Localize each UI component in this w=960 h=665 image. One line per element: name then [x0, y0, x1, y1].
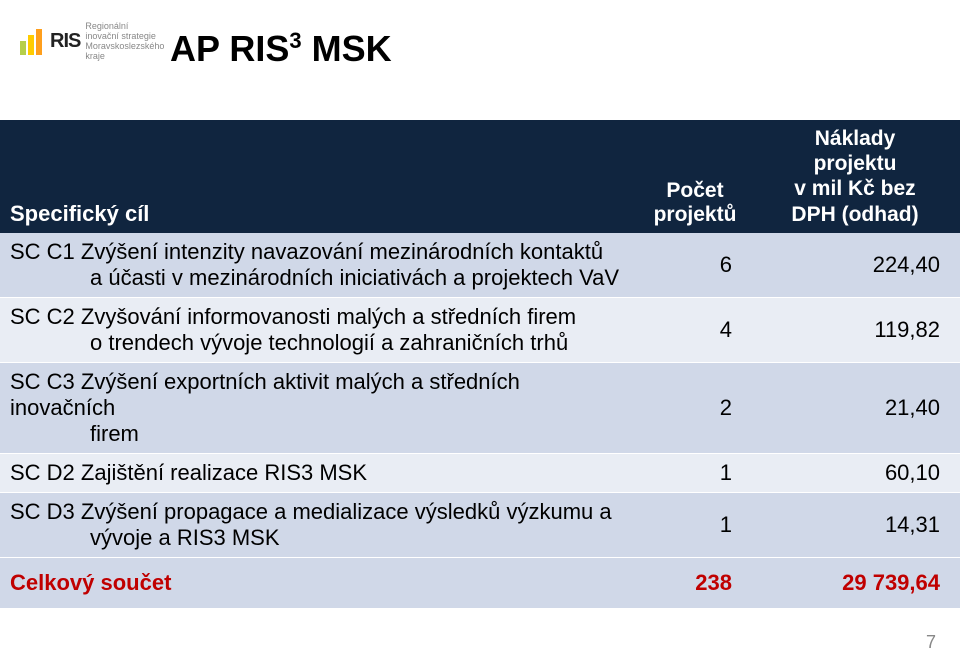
data-table: Specifický cíl Počet projektů Náklady pr… [0, 120, 960, 608]
total-cost: 29 739,64 [750, 557, 960, 608]
table-row: SC C3 Zvýšení exportních aktivit malých … [0, 362, 960, 453]
logo-text: RIS [50, 30, 80, 53]
title-a: AP RIS [170, 28, 289, 69]
row-count: 1 [640, 453, 750, 492]
header-col3: Náklady projektu v mil Kč bez DPH (odhad… [750, 120, 960, 233]
row-label: SC C1 Zvýšení intenzity navazování mezin… [0, 233, 640, 298]
logo-bar-3 [36, 29, 42, 55]
table-total-row: Celkový součet 238 29 739,64 [0, 557, 960, 608]
row-label: SC C3 Zvýšení exportních aktivit malých … [0, 362, 640, 453]
title-sup: 3 [289, 28, 301, 53]
logo-bar-1 [20, 41, 26, 55]
row-label-l1: SC C1 Zvýšení intenzity navazování mezin… [10, 239, 603, 264]
table-row: SC C1 Zvýšení intenzity navazování mezin… [0, 233, 960, 298]
logo-bars [20, 29, 42, 55]
table-row: SC D3 Zvýšení propagace a medializace vý… [0, 492, 960, 557]
row-label-l2: firem [10, 421, 630, 447]
row-count: 2 [640, 362, 750, 453]
row-cost: 21,40 [750, 362, 960, 453]
row-label-l2: a účasti v mezinárodních iniciativách a … [10, 265, 630, 291]
logo-sub-line: kraje [85, 52, 164, 62]
title-b: MSK [302, 28, 392, 69]
row-cost: 119,82 [750, 297, 960, 362]
header-col2: Počet projektů [640, 120, 750, 233]
row-count: 4 [640, 297, 750, 362]
row-cost: 60,10 [750, 453, 960, 492]
logo-subtitle: Regionální inovační strategie Moravskosl… [85, 22, 164, 62]
row-count: 1 [640, 492, 750, 557]
row-label: SC D2 Zajištění realizace RIS3 MSK [0, 453, 640, 492]
header-col3-l2: projektu [750, 151, 960, 176]
header-col3-l4: DPH (odhad) [750, 202, 960, 227]
table-row: SC C2 Zvyšování informovanosti malých a … [0, 297, 960, 362]
total-count: 238 [640, 557, 750, 608]
header-col3-l3: v mil Kč bez [750, 176, 960, 201]
header-col2-l1: Počet [640, 179, 750, 203]
row-label-l1: SC C3 Zvýšení exportních aktivit malých … [10, 369, 520, 420]
row-label-l2: o trendech vývoje technologií a zahranič… [10, 330, 630, 356]
row-label-l2: vývoje a RIS3 MSK [10, 525, 630, 551]
header-col2-l2: projektů [640, 203, 750, 227]
header-col1: Specifický cíl [0, 120, 640, 233]
page-number: 7 [926, 632, 936, 653]
row-label-l1: SC D3 Zvýšení propagace a medializace vý… [10, 499, 612, 524]
row-cost: 14,31 [750, 492, 960, 557]
row-count: 6 [640, 233, 750, 298]
table-row: SC D2 Zajištění realizace RIS3 MSK 160,10 [0, 453, 960, 492]
row-label-l1: SC C2 Zvyšování informovanosti malých a … [10, 304, 576, 329]
row-label: SC D3 Zvýšení propagace a medializace vý… [0, 492, 640, 557]
page-title: AP RIS3 MSK [170, 28, 392, 70]
row-label-l1: SC D2 Zajištění realizace RIS3 MSK [10, 460, 367, 485]
row-cost: 224,40 [750, 233, 960, 298]
table-header-row: Specifický cíl Počet projektů Náklady pr… [0, 120, 960, 233]
total-label: Celkový součet [0, 557, 640, 608]
header-col3-l1: Náklady [750, 126, 960, 151]
row-label: SC C2 Zvyšování informovanosti malých a … [0, 297, 640, 362]
logo-bar-2 [28, 35, 34, 55]
logo: RIS Regionální inovační strategie Moravs… [20, 22, 164, 62]
